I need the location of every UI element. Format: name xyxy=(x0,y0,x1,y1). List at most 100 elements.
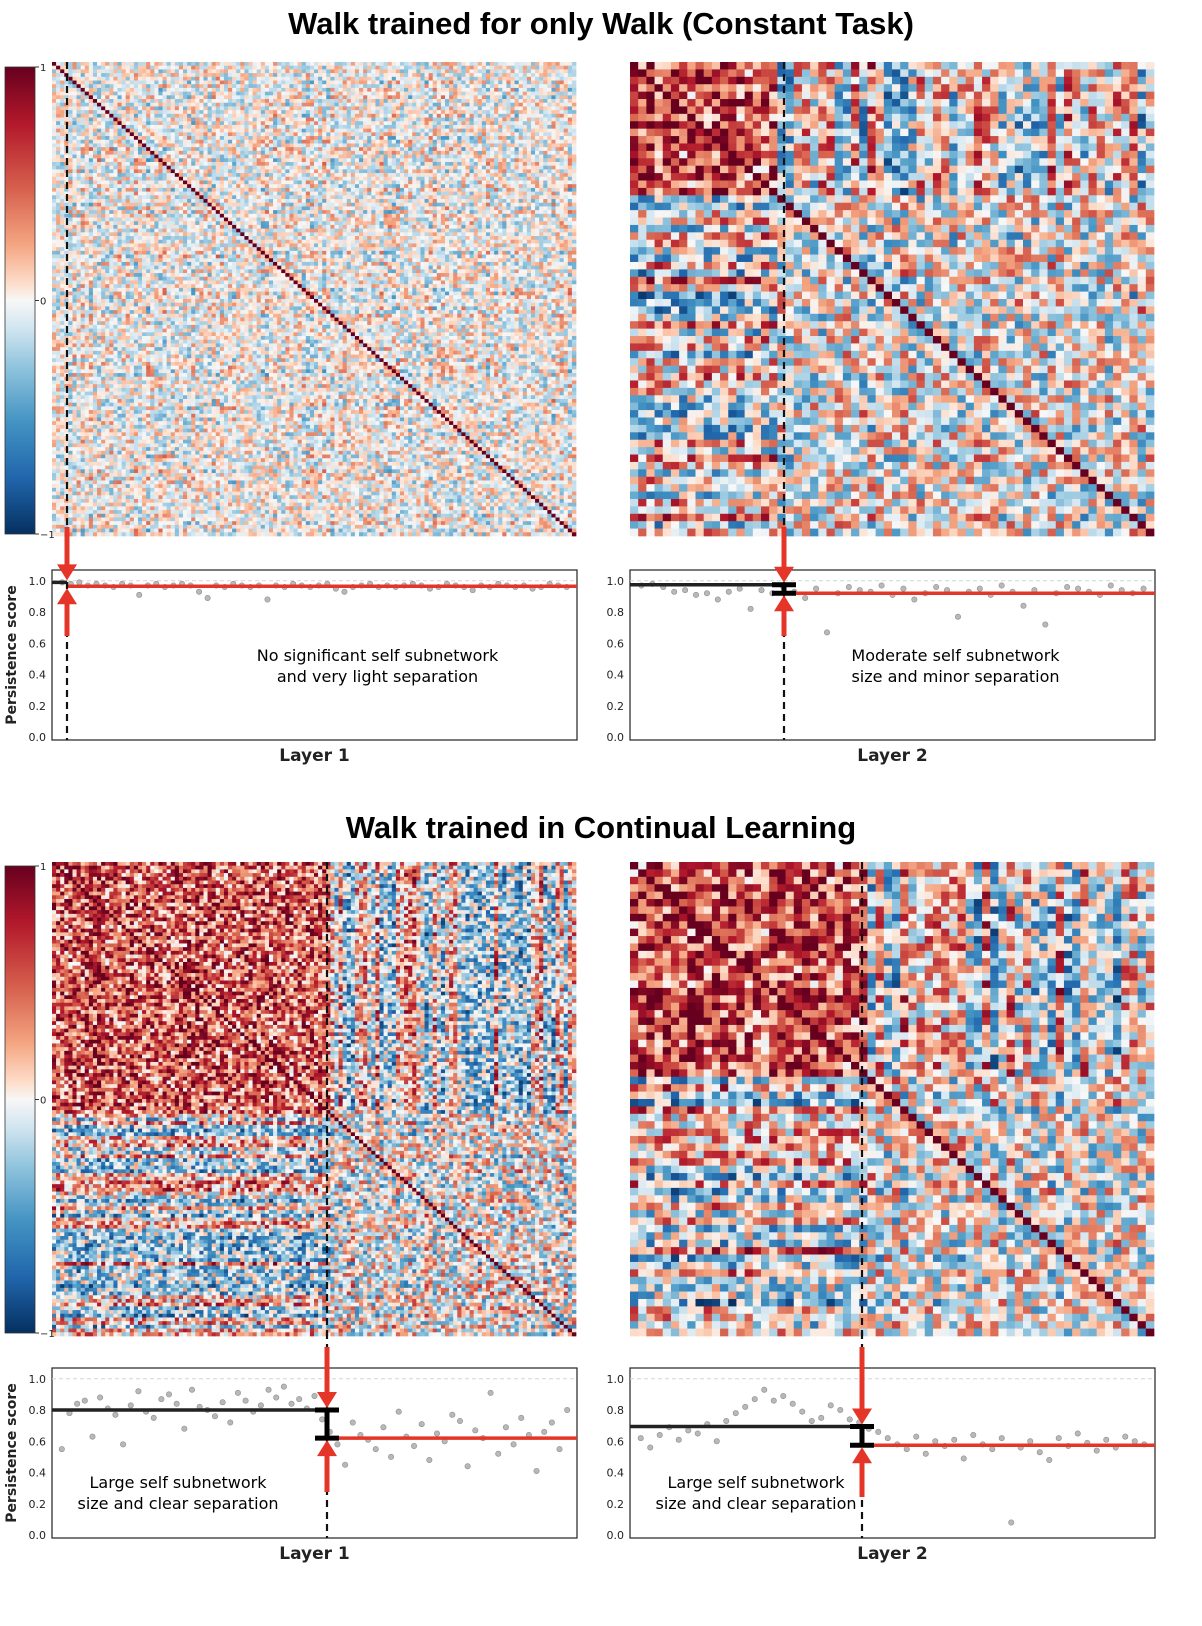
heatmap-cell xyxy=(178,102,184,107)
heatmap-cell xyxy=(354,154,360,159)
heatmap-cell xyxy=(52,195,57,200)
heatmap-cell xyxy=(395,147,401,152)
heatmap-cell xyxy=(64,202,69,207)
heatmap-cell xyxy=(256,124,262,129)
heatmap-cell xyxy=(547,143,552,148)
heatmap-cell xyxy=(342,180,348,185)
heatmap-cell xyxy=(477,76,483,81)
heatmap-cell xyxy=(240,173,245,178)
heatmap-cell xyxy=(387,187,393,192)
heatmap-cell xyxy=(154,87,159,92)
heatmap-cell xyxy=(367,161,372,167)
heatmap-cell xyxy=(162,202,167,207)
heatmap-cell xyxy=(342,147,348,152)
heatmap-cell xyxy=(338,199,343,204)
heatmap-cell xyxy=(330,124,335,129)
heatmap-cell xyxy=(502,80,507,85)
heatmap-cell xyxy=(215,87,221,92)
heatmap-cell xyxy=(354,184,360,189)
heatmap-cell xyxy=(432,176,438,181)
heatmap-cell xyxy=(543,150,548,155)
heatmap-cell xyxy=(289,84,294,89)
heatmap-cell xyxy=(436,87,442,92)
heatmap-cell xyxy=(72,95,77,100)
heatmap-cell xyxy=(346,136,352,141)
heatmap-cell xyxy=(359,195,364,200)
heatmap-cell xyxy=(518,124,524,129)
heatmap-cell xyxy=(322,80,327,85)
heatmap-cell xyxy=(215,180,221,185)
heatmap-cell xyxy=(453,184,458,189)
heatmap-cell xyxy=(84,102,90,107)
heatmap-cell xyxy=(350,95,356,100)
heatmap-cell xyxy=(56,187,61,192)
heatmap-cell xyxy=(56,80,61,85)
heatmap-cell xyxy=(440,62,446,67)
heatmap-cell xyxy=(395,173,401,178)
heatmap-cell xyxy=(367,80,372,85)
heatmap-cell xyxy=(375,73,380,78)
heatmap-cell xyxy=(469,136,474,141)
heatmap-cell xyxy=(318,80,323,85)
heatmap-cell xyxy=(535,139,540,144)
heatmap-cell xyxy=(133,95,139,100)
heatmap-cell xyxy=(121,136,127,141)
heatmap-cell xyxy=(56,191,61,196)
heatmap-cell xyxy=(457,91,462,96)
heatmap-cell xyxy=(207,117,212,122)
heatmap-cell xyxy=(281,110,286,115)
heatmap-cell xyxy=(363,139,368,144)
heatmap-cell xyxy=(285,158,290,163)
heatmap-cell xyxy=(490,91,495,96)
heatmap-cell xyxy=(68,139,73,144)
heatmap-cell xyxy=(260,113,266,118)
heatmap-cell xyxy=(498,176,503,181)
heatmap-cell xyxy=(166,161,172,167)
heatmap-cell xyxy=(207,150,212,155)
heatmap-cell xyxy=(146,73,151,78)
heatmap-cell xyxy=(526,165,532,170)
heatmap-cell xyxy=(88,110,94,115)
heatmap-cell xyxy=(150,195,155,200)
heatmap-cell xyxy=(408,113,413,118)
heatmap-cell xyxy=(309,95,315,100)
heatmap-cell xyxy=(207,99,212,104)
heatmap-cell xyxy=(232,113,237,118)
heatmap-cell xyxy=(101,199,106,204)
heatmap-cell xyxy=(248,187,253,192)
heatmap-cell xyxy=(297,136,303,141)
heatmap-constant_layer1 xyxy=(52,62,577,537)
heatmap-cell xyxy=(281,99,286,104)
heatmap-cell xyxy=(264,128,270,133)
heatmap-cell xyxy=(391,180,397,185)
heatmap-cell xyxy=(383,136,389,141)
heatmap-cell xyxy=(477,191,483,196)
heatmap-cell xyxy=(125,161,131,167)
heatmap-cell xyxy=(203,117,208,122)
heatmap-cell xyxy=(314,199,319,204)
heatmap-cell xyxy=(395,143,401,148)
heatmap-cell xyxy=(88,106,94,111)
heatmap-cell xyxy=(326,128,331,133)
heatmap-cell xyxy=(56,106,61,111)
heatmap-cell xyxy=(109,132,114,137)
heatmap-cell xyxy=(92,91,98,96)
heatmap-cell xyxy=(424,124,429,129)
heatmap-cell xyxy=(506,154,511,159)
heatmap-cell xyxy=(293,169,298,174)
heatmap-cell xyxy=(232,173,237,178)
heatmap-cell xyxy=(502,165,507,170)
heatmap-cell xyxy=(338,158,343,163)
heatmap-cell xyxy=(215,161,221,167)
heatmap-cell xyxy=(162,173,167,178)
heatmap-cell xyxy=(502,106,507,111)
heatmap-cell xyxy=(150,180,155,185)
heatmap-cell xyxy=(420,150,425,155)
heatmap-cell xyxy=(379,139,384,144)
heatmap-cell xyxy=(268,154,274,159)
heatmap-cell xyxy=(305,184,311,189)
heatmap-cell xyxy=(170,76,176,81)
heatmap-cell xyxy=(162,180,167,185)
heatmap-cell xyxy=(142,169,147,174)
heatmap-cell xyxy=(244,128,249,133)
